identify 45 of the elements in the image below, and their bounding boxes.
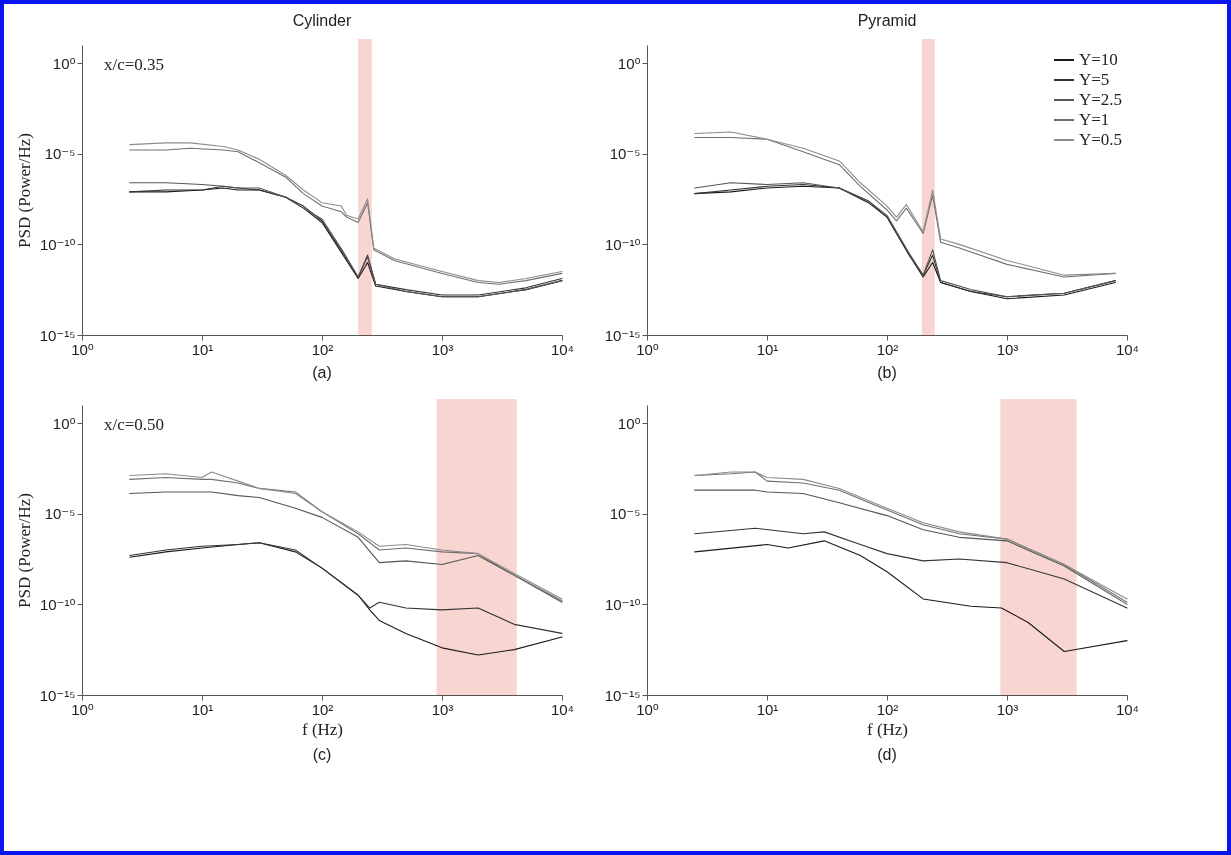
legend-label: Y=0.5 <box>1079 130 1123 149</box>
text: (b) <box>877 364 897 381</box>
x-tick-label: 10³ <box>996 340 1019 358</box>
y-tick-label: 10⁻⁵ <box>44 145 76 163</box>
chart-title: Cylinder <box>292 12 353 29</box>
x-tick-label: 10³ <box>996 700 1019 718</box>
x-tick-label: 10³ <box>431 700 454 718</box>
y-tick-label: 10⁰ <box>52 54 76 72</box>
x-tick-label: 10² <box>311 700 334 718</box>
y-tick-label: 10⁰ <box>617 54 641 72</box>
y-axis-title: PSD (Power/Hz) <box>14 493 34 608</box>
x-tick-label: 10³ <box>431 340 454 358</box>
y-tick-label: 10⁻⁵ <box>609 505 641 523</box>
x-tick-label: 10⁴ <box>550 700 575 718</box>
x-axis-title: f (Hz) <box>866 719 909 739</box>
annotation: x/c=0.35 <box>104 55 165 74</box>
y-tick-label: 10⁻¹⁰ <box>604 595 641 613</box>
y-tick-label: 10⁰ <box>617 414 641 432</box>
legend-label: Y=2.5 <box>1079 90 1123 109</box>
x-tick-label: 10² <box>876 340 899 358</box>
text: (a) <box>312 364 332 381</box>
x-tick-label: 10¹ <box>191 340 214 358</box>
text: (c) <box>312 746 332 763</box>
y-tick-label: 10⁻¹⁰ <box>39 595 76 613</box>
legend-label: Y=1 <box>1079 110 1110 129</box>
x-tick-label: 10¹ <box>756 340 779 358</box>
y-tick-label: 10⁻⁵ <box>609 145 641 163</box>
x-tick-label: 10² <box>876 700 899 718</box>
annotation: x/c=0.50 <box>104 415 165 434</box>
y-tick-label: 10⁻¹⁰ <box>39 235 76 253</box>
y-tick-label: 10⁻¹⁰ <box>604 235 641 253</box>
x-tick-label: 10¹ <box>191 700 214 718</box>
y-tick-label: 10⁰ <box>52 414 76 432</box>
y-axis-title: PSD (Power/Hz) <box>14 133 34 248</box>
x-tick-label: 10⁴ <box>1115 340 1140 358</box>
x-tick-label: 10¹ <box>756 700 779 718</box>
chart-title: Pyramid <box>857 12 917 29</box>
y-tick-label: 10⁻⁵ <box>44 505 76 523</box>
x-tick-label: 10⁴ <box>1115 700 1140 718</box>
legend-label: Y=5 <box>1079 70 1110 89</box>
text: (d) <box>877 746 897 763</box>
x-axis-title: f (Hz) <box>301 719 344 739</box>
x-tick-label: 10² <box>311 340 334 358</box>
x-tick-label: 10⁴ <box>550 340 575 358</box>
legend-label: Y=10 <box>1079 50 1118 69</box>
